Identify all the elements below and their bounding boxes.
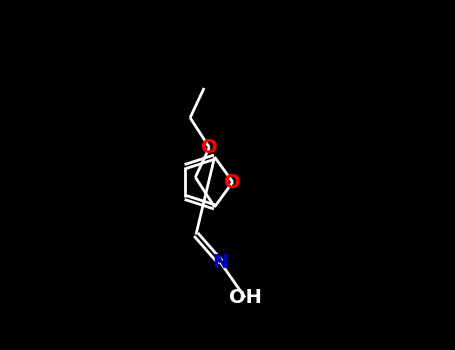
Text: O: O <box>201 138 217 157</box>
Text: N: N <box>212 253 228 272</box>
Text: OH: OH <box>228 288 262 307</box>
Text: O: O <box>224 173 241 191</box>
